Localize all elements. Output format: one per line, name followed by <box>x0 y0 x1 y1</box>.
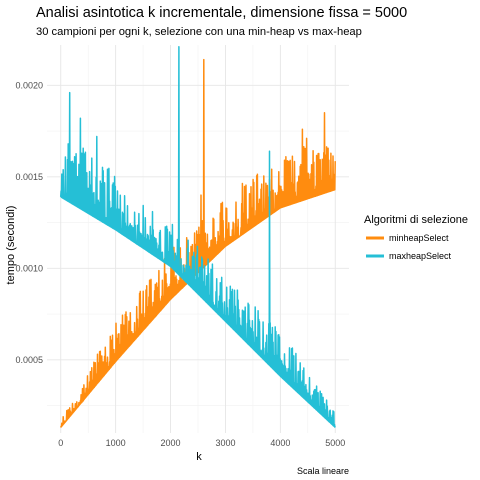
chart-title: Analisi asintotica k incrementale, dimen… <box>36 5 407 21</box>
chart-caption: Scala lineare <box>297 466 349 476</box>
x-tick-label: 4000 <box>270 438 290 448</box>
y-tick-label: 0.0015 <box>15 172 43 182</box>
y-tick-label: 0.0020 <box>15 80 43 90</box>
x-tick-label: 3000 <box>215 438 235 448</box>
x-tick-label: 5000 <box>325 438 345 448</box>
series-line-maxheapSelect <box>59 46 336 428</box>
legend-label-minheapSelect: minheapSelect <box>389 233 449 243</box>
x-axis-title: k <box>196 451 202 463</box>
series-lines <box>59 46 336 428</box>
legend-title: Algoritmi di selezione <box>364 214 468 226</box>
axis-ticks: 0 1000 2000 3000 4000 5000 0.0005 0.0010 0.0015 0… <box>15 80 345 448</box>
x-tick-label: 2000 <box>161 438 181 448</box>
legend-label-maxheapSelect: maxheapSelect <box>389 251 452 261</box>
chart-subtitle: 30 campioni per ogni k, selezione con un… <box>36 26 362 38</box>
x-tick-label: 1000 <box>106 438 126 448</box>
y-tick-label: 0.0010 <box>15 263 43 273</box>
x-tick-label: 0 <box>58 438 63 448</box>
y-axis-title: tempo (secondi) <box>5 206 17 285</box>
y-tick-label: 0.0005 <box>15 355 43 365</box>
